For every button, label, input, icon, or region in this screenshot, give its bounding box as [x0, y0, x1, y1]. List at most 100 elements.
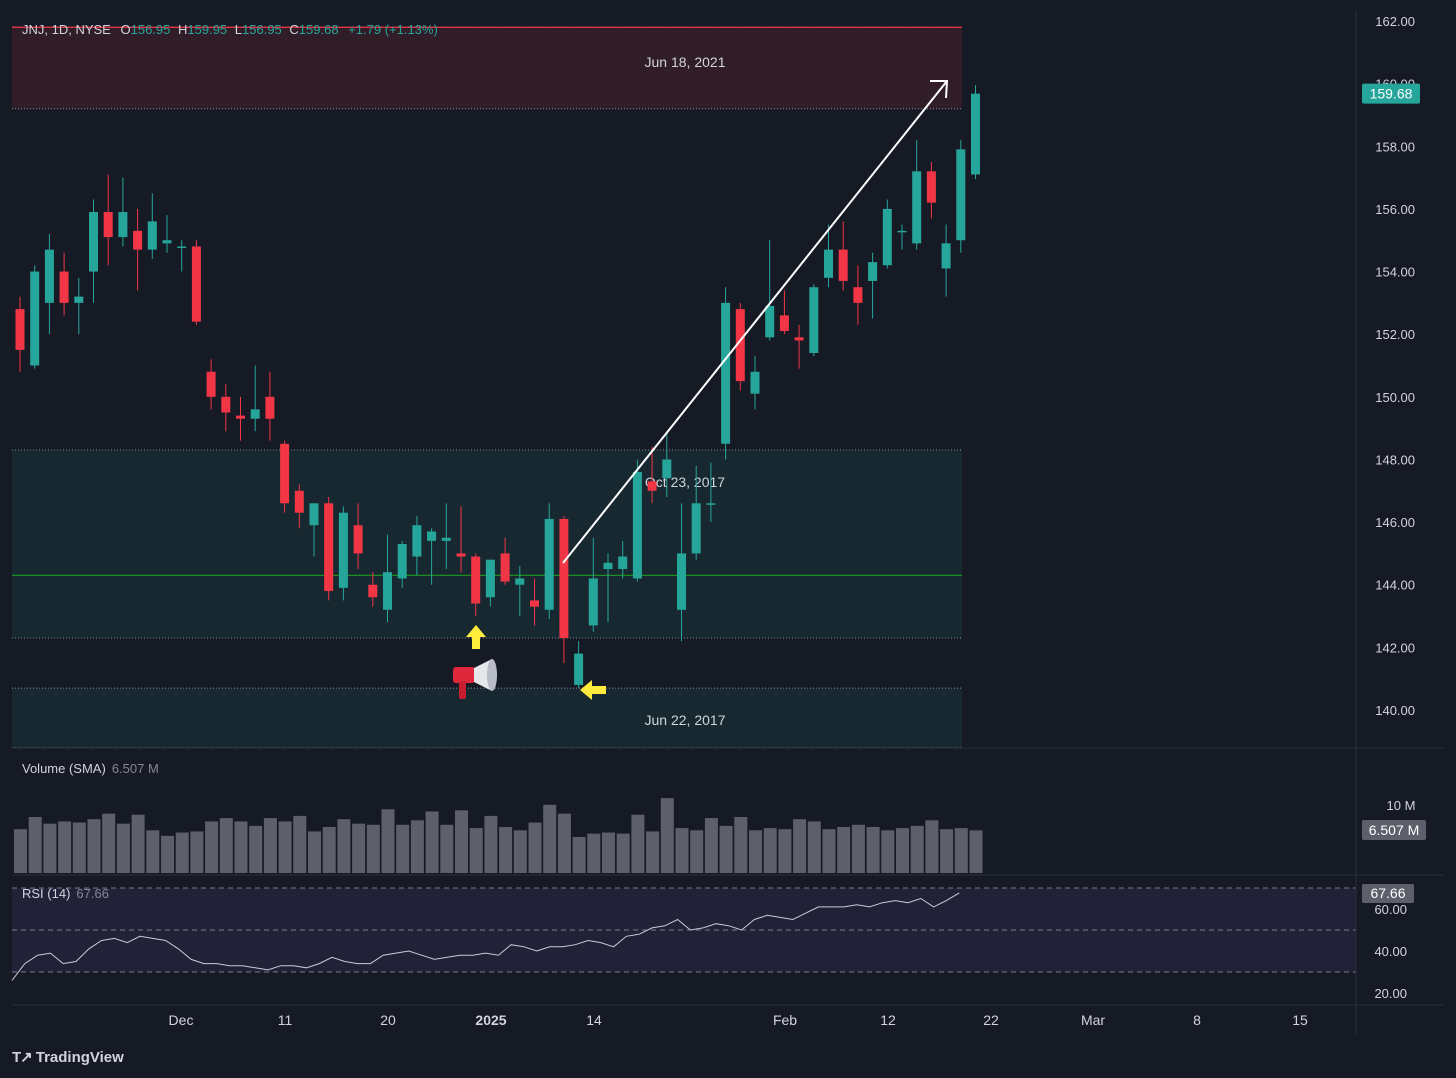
- candle-body: [280, 443, 290, 504]
- volume-bar: [675, 828, 689, 873]
- price-tick-label: 150.00: [1375, 390, 1415, 405]
- volume-bar: [749, 830, 762, 873]
- candle: [265, 371, 275, 441]
- volume-bar: [146, 830, 160, 873]
- volume-bar: [58, 821, 72, 873]
- candle-body: [456, 553, 466, 557]
- candle-body: [941, 243, 951, 269]
- candle: [559, 515, 569, 664]
- volume-bar: [557, 813, 571, 873]
- volume-bar: [469, 828, 483, 873]
- candle-body: [735, 309, 745, 382]
- last-price-badge: [1362, 83, 1420, 104]
- candle-body: [191, 246, 201, 322]
- tradingview-brand[interactable]: T↗ TradingView: [12, 1048, 124, 1066]
- candle-body: [706, 503, 716, 505]
- volume-value: 6.507 M: [111, 761, 159, 776]
- volume-bar: [337, 819, 351, 873]
- candle-body: [588, 578, 598, 626]
- volume-legend[interactable]: Volume (SMA) 6.507 M: [22, 761, 159, 776]
- close-label: C: [289, 22, 299, 37]
- time-tick-label: Feb: [773, 1012, 797, 1028]
- volume-bar: [322, 826, 336, 873]
- candle-body: [632, 471, 642, 579]
- drawings-layer: [453, 80, 949, 700]
- candle-body: [559, 518, 569, 638]
- time-tick-label: Mar: [1081, 1012, 1105, 1028]
- candle: [853, 265, 863, 325]
- candle-body: [338, 512, 348, 588]
- price-tick-label: 154.00: [1375, 265, 1415, 280]
- volume-bar: [219, 818, 233, 873]
- candle-body: [618, 556, 628, 570]
- volume-bar: [954, 828, 968, 873]
- candle-body: [971, 93, 980, 175]
- volume-bar: [851, 824, 865, 873]
- candle: [30, 265, 40, 369]
- open-label: O: [120, 22, 131, 37]
- volume-bar: [866, 826, 880, 873]
- price-tick-label: 158.00: [1375, 139, 1415, 154]
- volume-bar: [940, 829, 954, 873]
- low-value: 156.95: [242, 22, 282, 37]
- candle-body: [574, 653, 584, 685]
- time-tick-label: 22: [983, 1012, 999, 1028]
- symbol-label[interactable]: JNJ, 1D, NYSE: [22, 22, 111, 37]
- candle: [133, 208, 143, 291]
- volume-bar: [308, 831, 321, 873]
- price-tick-label: 152.00: [1375, 327, 1415, 342]
- candle: [250, 365, 260, 432]
- volume-bar: [616, 833, 630, 873]
- candle: [691, 465, 701, 560]
- volume-label: Volume (SMA): [22, 761, 106, 776]
- price-tick-label: 140.00: [1375, 703, 1415, 718]
- candle: [544, 503, 554, 620]
- volume-bar: [660, 798, 674, 873]
- candle: [59, 252, 69, 316]
- candle-body: [397, 544, 407, 579]
- candle: [530, 578, 539, 626]
- volume-bar: [14, 829, 27, 873]
- zone-red: [12, 27, 962, 109]
- volume-bar: [528, 822, 542, 873]
- volume-bar: [410, 820, 424, 873]
- volume-bar: [631, 814, 645, 873]
- candle-body: [294, 490, 304, 513]
- candle-body: [103, 212, 113, 238]
- trend-arrow-line: [562, 80, 948, 564]
- candle: [677, 503, 686, 642]
- rsi-legend[interactable]: RSI (14) 67.66: [22, 886, 109, 901]
- candle-body: [236, 415, 245, 419]
- zone-green: [12, 450, 962, 638]
- candle: [765, 240, 775, 341]
- open-value: 156.95: [130, 22, 171, 37]
- candle: [206, 359, 216, 410]
- time-tick-label: 11: [278, 1012, 293, 1028]
- volume-bar: [690, 830, 704, 873]
- candle-body: [265, 396, 275, 419]
- volume-bar: [366, 824, 380, 873]
- volume-bar: [910, 825, 924, 873]
- volume-layer: [14, 798, 983, 873]
- price-tick-label: 142.00: [1375, 640, 1415, 655]
- close-value: 159.68: [298, 22, 339, 37]
- candle-body: [133, 230, 143, 250]
- candle-body: [691, 503, 701, 554]
- candle-body: [544, 518, 554, 610]
- volume-bar: [704, 818, 718, 873]
- candle-body: [662, 459, 672, 479]
- price-tick-label: 162.00: [1375, 14, 1415, 29]
- candle: [824, 224, 833, 288]
- candle-body: [530, 600, 539, 607]
- volume-bar: [455, 810, 468, 873]
- rsi-line: [11, 892, 960, 981]
- candle-body: [882, 208, 892, 266]
- price-tick-label: 144.00: [1375, 578, 1415, 593]
- candle: [89, 199, 98, 303]
- candle-body: [500, 553, 510, 582]
- candle-body: [324, 503, 334, 591]
- megaphone-cone: [474, 659, 492, 691]
- volume-bar: [587, 833, 601, 873]
